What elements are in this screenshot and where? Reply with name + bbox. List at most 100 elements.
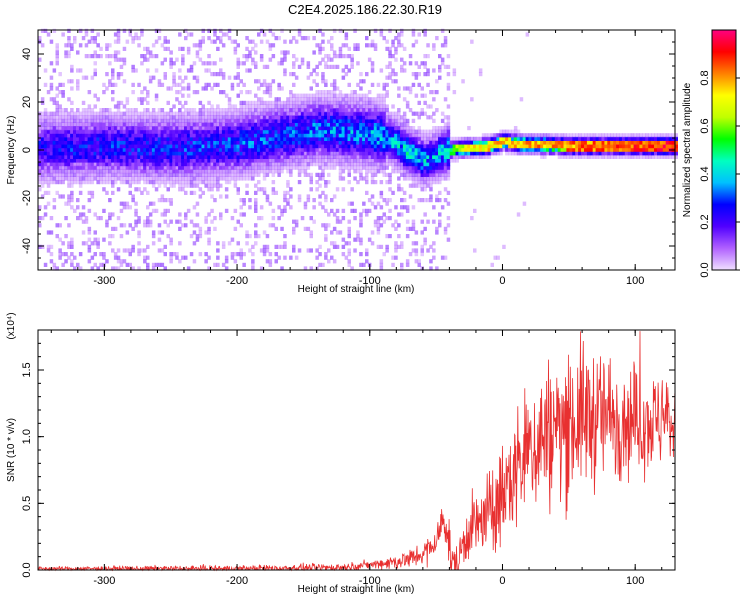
heatmap-cell xyxy=(294,100,299,105)
heatmap-cell xyxy=(210,72,214,77)
heatmap-cell xyxy=(382,86,386,91)
heatmap-cell xyxy=(429,176,433,181)
heatmap-cell xyxy=(268,133,273,138)
heatmap-cell xyxy=(58,118,62,123)
heatmap-cell xyxy=(367,158,372,163)
heatmap-cell xyxy=(446,158,451,163)
heatmap-cell xyxy=(420,93,424,98)
heatmap-cell xyxy=(292,133,296,138)
heatmap-cell xyxy=(189,126,194,131)
heatmap-cell xyxy=(116,28,121,33)
heatmap-cell xyxy=(443,226,448,231)
heatmap-cell xyxy=(64,118,68,123)
heatmap-cell xyxy=(639,140,643,145)
heatmap-cell xyxy=(321,93,325,98)
heatmap-cell xyxy=(248,111,252,116)
heatmap-cell xyxy=(330,57,334,62)
heatmap-cell xyxy=(633,151,638,156)
heatmap-cell xyxy=(219,172,223,177)
heatmap-cell xyxy=(61,147,65,152)
heatmap-cell xyxy=(207,241,211,246)
heatmap-cell xyxy=(417,172,421,177)
heatmap-cell xyxy=(195,140,200,145)
heatmap-cell xyxy=(52,133,57,138)
heatmap-cell xyxy=(213,61,217,66)
heatmap-cell xyxy=(67,244,71,249)
heatmap-cell xyxy=(440,136,445,141)
heatmap-cell xyxy=(40,129,45,134)
heatmap-cell xyxy=(560,154,565,159)
heatmap-cell xyxy=(283,68,287,73)
heatmap-cell xyxy=(49,144,54,149)
heatmap-cell xyxy=(391,162,395,167)
heatmap-cell xyxy=(151,208,156,213)
heatmap-cell xyxy=(662,136,667,141)
heatmap-cell xyxy=(294,144,299,149)
heatmap-cell xyxy=(382,165,386,170)
heatmap-cell xyxy=(52,136,57,141)
heatmap-cell xyxy=(321,115,325,120)
heatmap-cell xyxy=(455,144,459,149)
heatmap-cell xyxy=(373,219,378,224)
heatmap-cell xyxy=(67,115,71,120)
heatmap-cell xyxy=(58,126,62,131)
heatmap-cell xyxy=(87,158,92,163)
heatmap-cell xyxy=(116,75,121,80)
heatmap-cell xyxy=(429,140,433,145)
heatmap-cell xyxy=(286,115,290,120)
heatmap-cell xyxy=(64,54,68,59)
heatmap-cell xyxy=(595,136,600,141)
heatmap-cell xyxy=(294,115,299,120)
heatmap-cell xyxy=(58,147,62,152)
heatmap-cell xyxy=(420,129,424,134)
heatmap-cell xyxy=(654,154,658,159)
heatmap-cell xyxy=(575,154,579,159)
heatmap-cell xyxy=(414,140,419,145)
heatmap-cell xyxy=(257,165,261,170)
heatmap-cell xyxy=(522,133,527,138)
heatmap-cell xyxy=(67,50,71,55)
heatmap-cell xyxy=(277,61,281,66)
heatmap-cell xyxy=(257,108,261,113)
heatmap-cell xyxy=(198,187,203,192)
heatmap-cell xyxy=(335,133,340,138)
heatmap-cell xyxy=(221,162,226,167)
heatmap-cell xyxy=(376,147,381,152)
heatmap-cell xyxy=(178,169,182,174)
heatmap-cell xyxy=(306,93,311,98)
heatmap-cell xyxy=(58,237,62,242)
heatmap-cell xyxy=(601,151,605,156)
heatmap-cell xyxy=(417,144,421,149)
heatmap-cell xyxy=(262,32,267,37)
heatmap-cell xyxy=(178,165,182,170)
heatmap-cell xyxy=(134,118,138,123)
heatmap-cell xyxy=(280,86,284,91)
heatmap-cell xyxy=(38,180,42,185)
heatmap-cell xyxy=(163,46,167,51)
heatmap-cell xyxy=(286,140,290,145)
heatmap-cell xyxy=(210,180,214,185)
heatmap-cell xyxy=(414,136,419,141)
heatmap-cell xyxy=(52,126,57,131)
heatmap-cell xyxy=(581,133,585,138)
heatmap-cell xyxy=(213,133,217,138)
heatmap-cell xyxy=(417,151,421,156)
heatmap-cell xyxy=(84,118,89,123)
heatmap-cell xyxy=(148,136,153,141)
heatmap-cell xyxy=(616,136,620,141)
heatmap-cell xyxy=(143,219,147,224)
heatmap-cell xyxy=(397,244,401,249)
heatmap-cell xyxy=(90,158,95,163)
heatmap-cell xyxy=(400,266,404,271)
heatmap-cell xyxy=(189,165,194,170)
heatmap-cell xyxy=(160,82,165,87)
heatmap-cell xyxy=(227,118,232,123)
heatmap-cell xyxy=(204,216,208,221)
heatmap-cell xyxy=(169,252,173,257)
heatmap-cell xyxy=(213,111,217,116)
heatmap-cell xyxy=(227,100,232,105)
heatmap-cell xyxy=(455,151,459,156)
heatmap-cell xyxy=(438,133,442,138)
heatmap-cell xyxy=(400,151,404,156)
heatmap-cell xyxy=(341,68,346,73)
